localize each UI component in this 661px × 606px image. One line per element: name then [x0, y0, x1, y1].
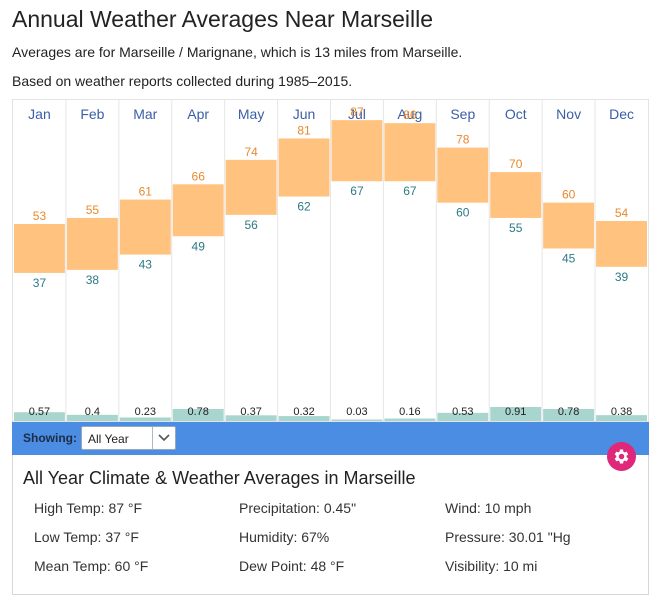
low-temp-label: 38 [86, 273, 100, 287]
low-temp-label: 67 [403, 184, 417, 198]
month-label: Apr [187, 106, 209, 122]
precip-label: 0.23 [135, 406, 156, 418]
precip-label: 0.38 [611, 406, 632, 418]
temp-range-bar [437, 147, 489, 203]
temp-range-bar [172, 184, 224, 237]
precip-bar [596, 415, 647, 421]
temp-range-bar [66, 217, 118, 270]
data-period-note: Based on weather reports collected durin… [12, 73, 353, 89]
month-label: Aug [397, 106, 422, 122]
high-temp-label: 61 [139, 185, 153, 199]
stat-visibility: Visibility: 10 mi [445, 558, 538, 574]
high-temp-label: 74 [244, 145, 258, 159]
stat-wind: Wind: 10 mph [445, 500, 532, 516]
location-note: Averages are for Marseille / Marignane, … [12, 44, 463, 60]
chevron-down-icon[interactable] [152, 427, 175, 449]
high-temp-label: 55 [86, 203, 100, 217]
high-temp-label: 53 [33, 209, 47, 223]
precip-bar [384, 418, 436, 421]
stat-low-temp: Low Temp: 37 °F [34, 529, 139, 545]
stat-mean-temp: Mean Temp: 60 °F [34, 558, 149, 574]
month-label: Mar [133, 106, 157, 122]
temp-range-bar [331, 120, 383, 182]
temp-range-bar [278, 138, 330, 197]
precip-label: 0.32 [293, 406, 314, 418]
month-label: Dec [609, 106, 634, 122]
precip-bar [331, 419, 383, 421]
precip-bar [490, 406, 542, 421]
high-temp-label: 70 [509, 157, 523, 171]
low-temp-label: 37 [33, 276, 47, 290]
low-temp-label: 67 [350, 184, 364, 198]
low-temp-label: 60 [456, 206, 470, 220]
monthly-weather-chart: Jan 53 37 0.57 Feb 55 38 0.4 Mar 61 43 0.23 Apr 66 49 0… [12, 99, 649, 422]
temp-range-bar [596, 220, 647, 267]
low-temp-label: 43 [139, 258, 153, 272]
high-temp-label: 66 [192, 169, 206, 183]
precip-bar [172, 408, 224, 421]
precip-label: 0.78 [187, 406, 208, 418]
precip-bar [278, 416, 330, 421]
high-temp-label: 81 [297, 123, 311, 137]
page-title: Annual Weather Averages Near Marseille [12, 6, 434, 32]
precip-bar [119, 417, 171, 421]
summary-panel: All Year Climate & Weather Averages in M… [12, 455, 649, 595]
stat-pressure: Pressure: 30.01 "Hg [445, 529, 571, 545]
month-label: May [238, 106, 264, 122]
precip-bar [225, 415, 277, 421]
high-temp-label: 54 [615, 206, 629, 220]
precip-label: 0.53 [452, 406, 473, 418]
precip-bar [437, 412, 489, 421]
summary-title: All Year Climate & Weather Averages in M… [23, 468, 416, 488]
low-temp-label: 55 [509, 221, 523, 235]
low-temp-label: 62 [297, 200, 311, 214]
period-select[interactable]: All Year [81, 426, 176, 450]
month-label: Feb [80, 106, 104, 122]
precip-label: 0.78 [558, 406, 579, 418]
low-temp-label: 45 [562, 251, 576, 265]
stat-high-temp: High Temp: 87 °F [34, 500, 143, 516]
high-temp-label: 78 [456, 133, 470, 147]
stat-dew-point: Dew Point: 48 °F [239, 558, 345, 574]
temp-range-bar [490, 172, 542, 218]
stat-precipitation: Precipitation: 0.45" [239, 500, 357, 516]
precip-label: 0.16 [399, 406, 420, 418]
temp-range-bar [119, 199, 171, 255]
low-temp-label: 49 [192, 239, 206, 253]
precip-label: 0.03 [346, 406, 367, 418]
temp-range-bar [14, 224, 65, 273]
settings-button[interactable] [607, 442, 636, 471]
precip-bar [66, 414, 118, 421]
month-label: Jan [28, 106, 51, 122]
month-label: Nov [556, 106, 581, 122]
temp-range-bar [543, 202, 595, 249]
gear-icon [614, 449, 629, 464]
precip-label: 0.57 [29, 406, 50, 418]
precip-label: 0.91 [505, 406, 526, 418]
month-label: Sep [450, 106, 475, 122]
period-select-value: All Year [88, 432, 129, 446]
month-label: Jul [348, 106, 366, 122]
showing-label: Showing: [23, 431, 77, 445]
high-temp-label: 86 [403, 108, 417, 122]
low-temp-label: 39 [615, 270, 629, 284]
precip-bar [14, 412, 65, 421]
precip-label: 0.37 [240, 406, 261, 418]
chart-canvas: Jan 53 37 0.57 Feb 55 38 0.4 Mar 61 43 0.23 Apr 66 49 0… [14, 100, 647, 421]
high-temp-label: 87 [350, 105, 364, 119]
temp-range-bar [225, 159, 277, 215]
period-toolbar: Showing: All Year [12, 422, 649, 455]
high-temp-label: 60 [562, 188, 576, 202]
low-temp-label: 56 [244, 218, 258, 232]
stat-humidity: Humidity: 67% [239, 529, 330, 545]
precip-label: 0.4 [85, 406, 100, 418]
temp-range-bar [384, 123, 436, 182]
precip-bar [543, 408, 595, 421]
month-label: Oct [505, 106, 527, 122]
month-label: Jun [293, 106, 316, 122]
